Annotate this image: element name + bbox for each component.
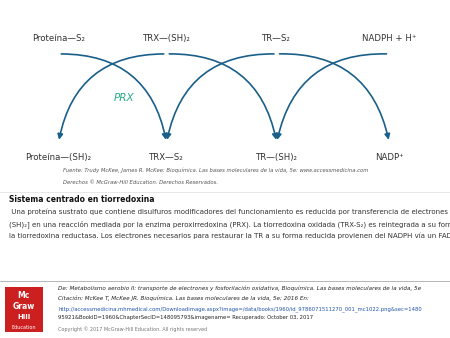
Text: Hill: Hill <box>17 314 31 320</box>
Text: Mc: Mc <box>18 291 30 300</box>
Text: NADP⁺: NADP⁺ <box>375 153 404 162</box>
Text: Citación: McKee T, McKee JR. Bioquímica. Las bases moleculares de la vida, 5e; 2: Citación: McKee T, McKee JR. Bioquímica.… <box>58 296 310 301</box>
Text: http://accessmedicina.mhmedical.com/Downloadimage.aspx?image=/data/books/1960/id: http://accessmedicina.mhmedical.com/Down… <box>58 306 422 312</box>
Text: (SH)₂] en una reacción mediada por la enzima peroxirredoxina (PRX). La tiorredox: (SH)₂] en una reacción mediada por la en… <box>9 220 450 228</box>
Text: NADPH + H⁺: NADPH + H⁺ <box>362 34 417 43</box>
Text: Education: Education <box>12 325 36 330</box>
Text: Derechos © McGraw-Hill Education. Derechos Reservados.: Derechos © McGraw-Hill Education. Derech… <box>63 180 218 185</box>
Text: TR—S₂: TR—S₂ <box>262 34 291 43</box>
Text: PRX: PRX <box>113 93 134 103</box>
Text: Proteína—(SH)₂: Proteína—(SH)₂ <box>26 153 91 162</box>
Text: TRX—S₂: TRX—S₂ <box>149 153 184 162</box>
Text: Copyright © 2017 McGraw-Hill Education. All rights reserved: Copyright © 2017 McGraw-Hill Education. … <box>58 326 208 332</box>
FancyBboxPatch shape <box>4 287 43 332</box>
Text: De: Metabolismo aerobio II: transporte de electrones y fosforilación oxidativa, : De: Metabolismo aerobio II: transporte d… <box>58 285 422 291</box>
Text: Sistema centrado en tiorredoxina: Sistema centrado en tiorredoxina <box>9 195 154 204</box>
Text: Graw: Graw <box>13 302 35 311</box>
Text: Proteína—S₂: Proteína—S₂ <box>32 34 85 43</box>
Text: TRX—(SH)₂: TRX—(SH)₂ <box>143 34 190 43</box>
Text: 95921&BookID=1960&ChapterSecID=148095793&imagename= Recuperado: October 03, 2017: 95921&BookID=1960&ChapterSecID=148095793… <box>58 315 314 320</box>
Text: la tiorredoxina reductasa. Los electrones necesarios para restaurar la TR a su f: la tiorredoxina reductasa. Los electrone… <box>9 233 450 239</box>
Text: Una proteína sustrato que contiene disulfuros modificadores del funcionamiento e: Una proteína sustrato que contiene disul… <box>9 209 450 216</box>
Text: Fuente: Trudy McKee, James R. McKee: Bioquímica. Las bases moleculares de la vid: Fuente: Trudy McKee, James R. McKee: Bio… <box>63 168 369 173</box>
Text: TR—(SH)₂: TR—(SH)₂ <box>256 153 298 162</box>
